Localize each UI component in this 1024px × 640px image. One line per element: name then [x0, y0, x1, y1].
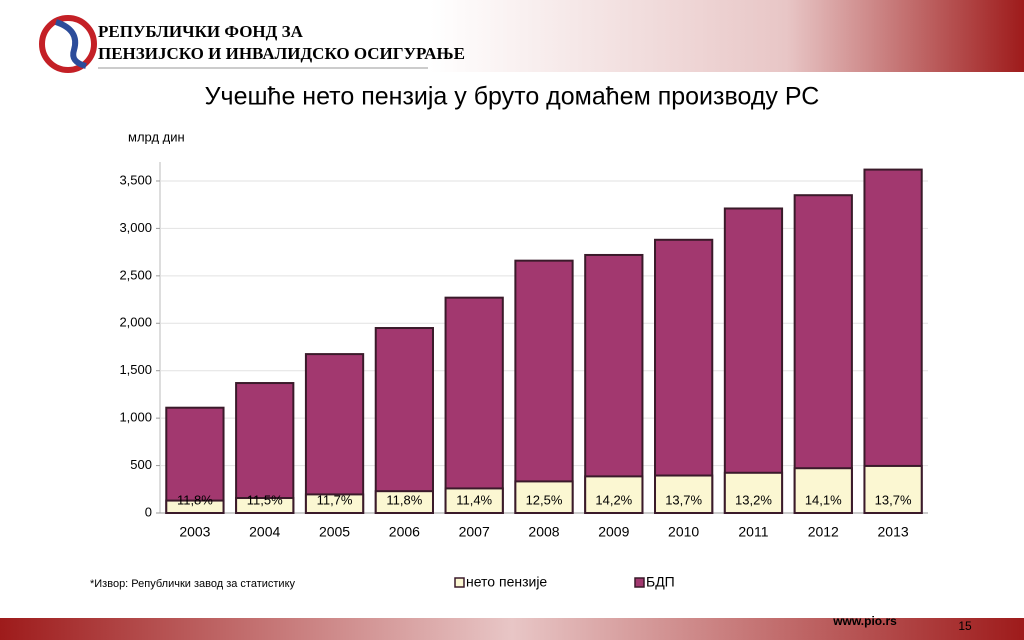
annotation: 11,5% [247, 492, 283, 507]
annotation: 12,5% [526, 492, 563, 507]
y-tick-label: 500 [130, 457, 152, 472]
org-name: ПЕНЗИЈСКО И ИНВАЛИДСКО ОСИГУРАЊЕ [98, 44, 465, 63]
x-tick-label: 2006 [389, 524, 420, 540]
legend-label: нето пензије [466, 574, 547, 590]
bar [374, 327, 434, 514]
y-tick-label: 3,500 [119, 172, 152, 187]
page-number: 15 [958, 619, 972, 633]
annotation: 11,7% [317, 492, 353, 507]
x-tick-label: 2012 [808, 524, 839, 540]
legend-swatch [634, 577, 645, 588]
bar [165, 499, 225, 514]
footer-band [0, 618, 1024, 640]
annotation: 13,2% [735, 492, 772, 507]
bar [514, 480, 574, 515]
annotation: 14,1% [805, 492, 842, 507]
bar [863, 168, 923, 514]
bar [723, 207, 784, 514]
header-band [430, 0, 1024, 72]
annotation: 13,7% [665, 492, 702, 507]
y-tick-label: 2,500 [119, 267, 152, 282]
bar [793, 467, 853, 514]
annotation: 11,8% [177, 492, 213, 507]
bar [304, 353, 365, 514]
x-tick-label: 2007 [459, 524, 490, 540]
y-tick-label: 1,000 [119, 410, 152, 425]
x-tick-label: 2005 [319, 524, 350, 540]
y-tick-label: 1,500 [119, 362, 152, 377]
y-tick-label: 3,000 [119, 220, 152, 235]
x-tick-label: 2011 [738, 524, 768, 540]
bar [584, 475, 644, 515]
org-name: РЕПУБЛИЧКИ ФОНД ЗА [98, 22, 304, 41]
bar [723, 471, 784, 514]
x-tick-label: 2010 [668, 524, 699, 540]
annotation: 13,7% [875, 492, 912, 507]
x-tick-label: 2003 [179, 524, 210, 540]
bar [374, 490, 434, 515]
bar [654, 238, 714, 514]
y-tick-label: 0 [145, 504, 152, 519]
y-tick-label: 2,000 [119, 315, 152, 330]
bar [444, 296, 504, 515]
x-tick-label: 2013 [878, 524, 909, 540]
chart-title: Учешће нето пензија у бруто домаћем прои… [205, 83, 820, 111]
x-tick-label: 2009 [598, 524, 629, 540]
bar [444, 487, 504, 514]
annotation: 11,4% [456, 492, 492, 507]
legend-label: БДП [646, 574, 675, 590]
x-tick-label: 2008 [528, 524, 559, 540]
bar [235, 497, 295, 515]
legend-swatch [454, 577, 465, 588]
logo [39, 15, 97, 73]
annotation: 11,8% [386, 492, 422, 507]
x-tick-label: 2004 [249, 524, 280, 540]
y-axis-label: млрд дин [128, 129, 185, 144]
bar [584, 253, 644, 515]
bar [793, 194, 853, 514]
source-note: *Извор: Републички завод за статистику [90, 578, 296, 590]
annotation: 14,2% [595, 492, 632, 507]
bar [304, 493, 365, 515]
bar [863, 464, 923, 514]
bar [514, 259, 574, 514]
bar [654, 474, 714, 515]
footer-url: www.pio.rs [832, 614, 897, 628]
